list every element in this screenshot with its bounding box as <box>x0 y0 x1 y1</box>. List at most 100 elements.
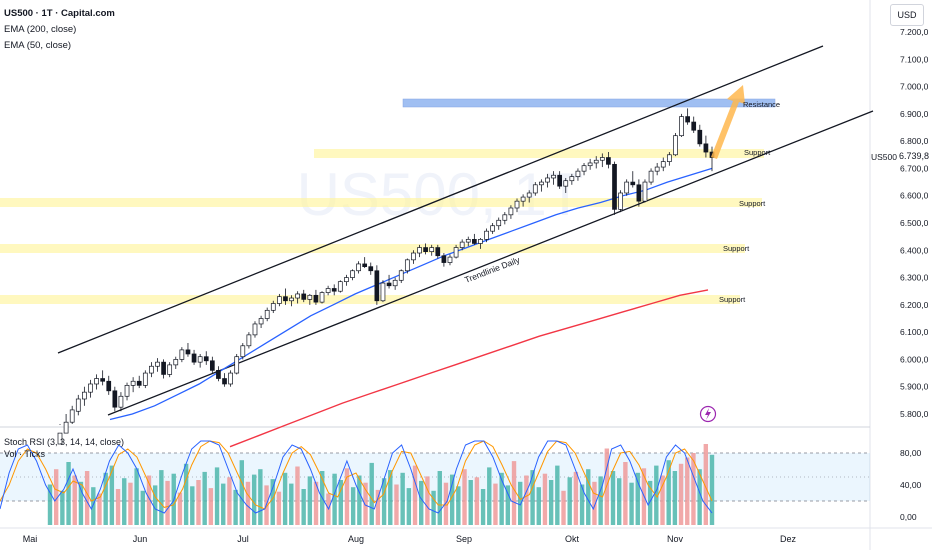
ema50-line[interactable] <box>109 167 713 421</box>
volume-bar <box>332 473 337 525</box>
candle-body <box>514 200 520 209</box>
volume-bar <box>357 475 362 525</box>
candle-body <box>447 256 453 263</box>
volume-bar <box>122 478 127 525</box>
price-axis[interactable]: 7.200,0 7.100,0 7.000,0 6.900,0 6.800,0 6.700… <box>900 27 929 419</box>
volume-bar <box>542 473 548 525</box>
candle-body <box>319 292 325 303</box>
indicator-tick-label: 40,00 <box>900 480 922 490</box>
stoch-k-line[interactable] <box>0 440 713 514</box>
volume-bar <box>134 468 139 525</box>
candle-body <box>386 282 392 287</box>
time-tick-label: Nov <box>667 534 684 544</box>
candle-body <box>179 349 185 360</box>
ema200-line[interactable] <box>229 289 709 448</box>
candle-body <box>593 159 599 164</box>
indicator-axis[interactable]: 80,00 40,00 0,00 <box>900 448 922 522</box>
volume-bar <box>660 475 665 525</box>
price-tick-label: 6.400,0 <box>900 245 929 255</box>
candle-body <box>666 154 672 162</box>
volume-bar <box>419 480 424 525</box>
time-tick-label: Aug <box>348 534 364 544</box>
price-tick-label: 6.000,0 <box>900 354 929 364</box>
volume-bar <box>307 476 313 525</box>
candle-body <box>496 219 502 227</box>
candle-body <box>325 288 331 293</box>
price-tick-label: 6.300,0 <box>900 273 929 283</box>
volume-bar <box>208 488 214 525</box>
volume-bar <box>295 466 300 525</box>
candle-body <box>557 174 563 187</box>
candle-body <box>539 181 544 186</box>
candle-body <box>411 252 416 261</box>
legend-symbol[interactable]: US500 · 1T · Capital.com <box>4 8 115 19</box>
label-support-3: Support <box>723 244 750 253</box>
legend-ema50[interactable]: EMA (50, close) <box>4 40 72 51</box>
volume-bar <box>505 485 511 525</box>
volume-bar <box>666 460 671 525</box>
chart-legend: US500 · 1T · Capital.com EMA (200, close… <box>4 6 115 54</box>
candle-body <box>228 372 233 385</box>
candle-body <box>209 360 215 371</box>
candle-body <box>380 282 386 302</box>
candle-body <box>350 270 355 278</box>
volume-bar <box>598 476 603 525</box>
volume-bar <box>276 491 282 525</box>
candle-body <box>398 270 404 281</box>
stoch-d-line[interactable] <box>0 440 713 510</box>
legend-stoch-rsi[interactable]: Stoch RSI (3, 3, 14, 14, close) <box>4 437 125 447</box>
candle-body <box>563 180 569 187</box>
candle-body <box>57 432 63 445</box>
legend-ema200[interactable]: EMA (200, close) <box>4 24 77 35</box>
volume-bar <box>128 482 133 525</box>
volume-bar <box>177 492 183 525</box>
volume-bar <box>202 471 207 525</box>
candle-body <box>356 263 361 272</box>
volume-bar <box>313 481 319 525</box>
price-tick-label: 6.700,0 <box>900 163 929 173</box>
volume-bar <box>146 475 152 525</box>
volume-bar <box>140 490 146 525</box>
volume-bar <box>462 469 467 525</box>
candle-body <box>118 395 124 408</box>
candle-body <box>599 157 605 161</box>
candle-body <box>167 364 173 375</box>
candle-body <box>392 279 398 287</box>
candle-body <box>191 353 197 363</box>
candle-body <box>404 259 410 272</box>
price-tick-label: 6.500,0 <box>900 218 929 228</box>
volume-bar <box>548 480 554 525</box>
currency-button[interactable]: USD <box>890 4 924 26</box>
volume-bar <box>109 465 115 525</box>
volume-bar <box>214 467 220 525</box>
volume-bar <box>196 480 201 525</box>
candle-body <box>277 296 282 304</box>
time-axis[interactable]: Mai Jun Jul Aug Sep Okt Nov Dez <box>23 534 797 544</box>
time-tick-label: Mai <box>23 534 38 544</box>
candle-body <box>130 380 136 386</box>
legend-volume[interactable]: Vol · Ticks <box>4 449 46 459</box>
channel-upper-line[interactable] <box>57 45 824 354</box>
support-zone-1[interactable] <box>314 149 764 158</box>
candle-body <box>124 385 130 397</box>
lightning-icon[interactable] <box>699 405 717 423</box>
candle-body <box>703 143 709 153</box>
support-zone-3[interactable] <box>0 244 745 253</box>
candle-body <box>679 116 684 137</box>
candle-body <box>453 247 459 258</box>
candle-body <box>685 116 690 123</box>
support-zone-2[interactable] <box>0 198 762 207</box>
candle-body <box>307 294 313 300</box>
volume-bar <box>97 493 102 525</box>
resistance-zone[interactable] <box>402 98 776 108</box>
projection-arrow[interactable] <box>711 85 745 159</box>
volume-bar <box>60 490 65 525</box>
candle-body <box>435 247 441 257</box>
candle-body <box>624 181 630 194</box>
time-tick-label: Jul <box>237 534 249 544</box>
support-zone-4[interactable] <box>0 295 740 304</box>
volume-bar <box>592 481 597 525</box>
volume-bar <box>152 485 158 525</box>
candle-body <box>472 239 477 244</box>
